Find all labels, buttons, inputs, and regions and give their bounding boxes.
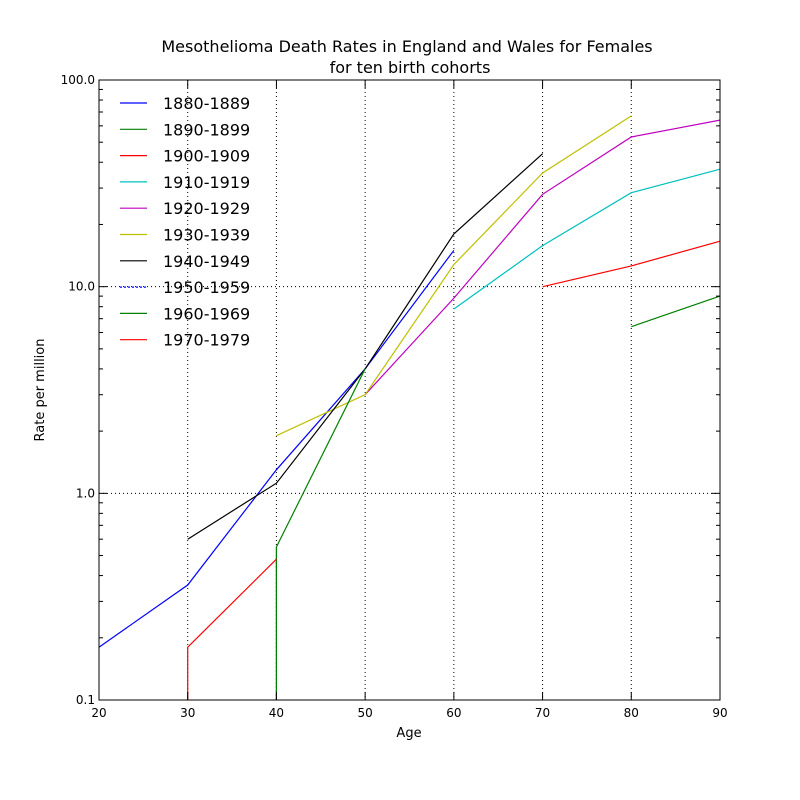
x-tick-label: 60: [446, 706, 461, 720]
legend-entry: 1910-1919: [120, 173, 250, 192]
series-line-1930-1939: [276, 115, 632, 437]
legend-label: 1950-1959: [163, 278, 250, 297]
series-line-1960-1969: [275, 368, 366, 700]
x-tick-label: 50: [358, 706, 373, 720]
axis-ticks: [98, 79, 721, 701]
legend-label: 1930-1939: [163, 226, 250, 245]
legend-label: 1880-1889: [163, 94, 250, 113]
legend-entry: 1950-1959: [120, 278, 250, 297]
x-tick-label: 30: [180, 706, 195, 720]
plot-background: [99, 80, 720, 700]
legend-entry: 1880-1889: [120, 94, 250, 113]
legend-label: 1920-1929: [163, 199, 250, 218]
chart-title: Mesothelioma Death Rates in England and …: [161, 37, 652, 56]
legend-label: 1940-1949: [163, 252, 250, 271]
legend-label: 1960-1969: [163, 304, 250, 323]
series-line-1890-1899: [631, 295, 721, 328]
plot-area: [98, 79, 721, 701]
x-tick-label: 40: [269, 706, 284, 720]
x-tick-label: 80: [624, 706, 639, 720]
x-axis-tick-labels: 20 30 40 50 60 70 80 90: [91, 706, 727, 720]
y-tick-label: 10.0: [68, 280, 95, 294]
legend-entry: 1960-1969: [120, 304, 250, 323]
x-tick-label: 70: [535, 706, 550, 720]
plot-frame: [98, 79, 721, 701]
x-tick-label: 90: [712, 706, 727, 720]
y-tick-label: 1.0: [76, 486, 95, 500]
x-tick-label: 20: [91, 706, 106, 720]
legend-label: 1910-1919: [163, 173, 250, 192]
legend-entry: 1940-1949: [120, 252, 250, 271]
chart-subtitle: for ten birth cohorts: [330, 58, 491, 77]
legend-label: 1970-1979: [163, 331, 250, 350]
legend-entry: 1920-1929: [120, 199, 250, 218]
legend-label: 1900-1909: [163, 147, 250, 166]
legend-entry: 1890-1899: [120, 120, 250, 139]
y-axis-tick-labels: 0.1 1.0 10.0 100.0: [61, 73, 95, 707]
y-tick-label: 100.0: [61, 73, 95, 87]
x-axis-label: Age: [396, 726, 421, 741]
series-line-1910-1919: [453, 168, 721, 310]
series-line-1880-1889: [98, 249, 455, 648]
y-axis-label: Rate per million: [33, 339, 48, 442]
legend-entry: 1930-1939: [120, 226, 250, 245]
series-line-1900-1909: [542, 240, 721, 288]
series-line-1970-1979: [187, 558, 277, 700]
series-lines: [98, 115, 721, 700]
legend-label: 1890-1899: [163, 120, 250, 139]
legend-entry: 1900-1909: [120, 147, 250, 166]
series-line-1920-1929: [364, 119, 721, 396]
legend: 1880-1889 1890-1899 1900-1909 1910-1919 1920…: [120, 94, 250, 350]
y-tick-label: 0.1: [76, 693, 95, 707]
legend-entry: 1970-1979: [120, 331, 250, 350]
